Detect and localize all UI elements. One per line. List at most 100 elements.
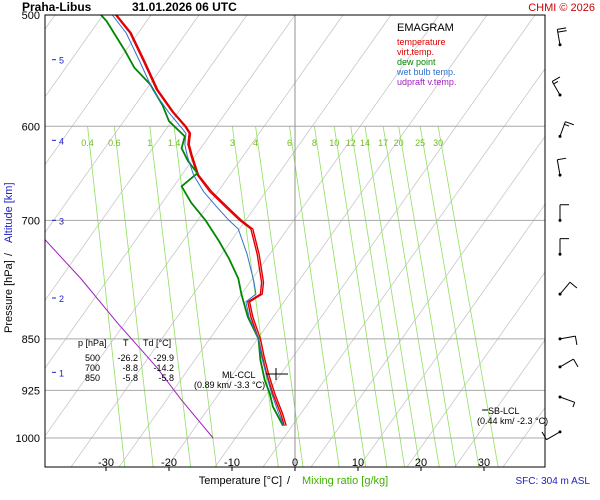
mixing-ratio-line [87, 126, 126, 467]
surface-elevation: SFC: 304 m ASL [516, 476, 591, 487]
altitude-label: 5 [59, 56, 64, 66]
dry-adiabat-line [502, 406, 545, 467]
y-axis-title-pressure: Pressure [hPa] [3, 260, 15, 333]
y-tick-label: 1000 [16, 433, 40, 445]
mixing-ratio-label: 0.6 [108, 138, 121, 148]
table-cell: 700 [85, 363, 100, 373]
dry-adiabat-line [45, 15, 296, 369]
x-tick-label: 10 [352, 457, 364, 469]
legend-item-wet-bulb: wet bulb temp. [396, 67, 456, 77]
wind-barb-flag [564, 123, 570, 127]
mixing-ratio-label: 8 [312, 138, 317, 148]
temperature-line [114, 15, 285, 426]
mixing-ratio-line [149, 126, 192, 467]
wind-barb-staff [559, 358, 574, 368]
mixing-ratio-label: 17 [378, 138, 388, 148]
virtual-temperature-line [116, 15, 287, 426]
dry-adiabat-line [214, 15, 536, 467]
table-cell: -8.8 [122, 363, 138, 373]
mixing-ratio-line [173, 126, 217, 467]
wind-barb-staff [551, 81, 561, 96]
altitude-label: 4 [59, 136, 64, 146]
wind-barb-staff [559, 121, 566, 137]
table-cell: -5.8 [122, 373, 138, 383]
x-axis-title-temp: Temperature [°C] [199, 475, 282, 487]
wind-barb [558, 358, 579, 369]
datetime-title: 31.01.2026 06 UTC [132, 0, 237, 14]
credit-label: CHMI © 2026 [528, 2, 595, 14]
ml-ccl-label: ML-CCL [222, 370, 256, 380]
table-header-td: Td [°C] [143, 338, 171, 348]
mixing-ratio-label: 4 [253, 138, 258, 148]
wind-barb [551, 76, 562, 97]
legend-item-virt-temp: virt.temp. [397, 47, 434, 57]
y-tick-label: 700 [22, 215, 40, 227]
wind-barb [558, 121, 574, 138]
wind-barb-flag [541, 431, 547, 440]
x-tick-label: 0 [292, 457, 298, 469]
mixing-ratio-line [398, 126, 457, 467]
dry-adiabat-line [406, 271, 545, 467]
mixing-ratio-line [437, 126, 499, 467]
mixing-ratio-label: 30 [433, 138, 443, 148]
dry-adiabat-line [262, 67, 545, 467]
dry-adiabat-line [118, 15, 440, 467]
wind-barb-flag [551, 76, 561, 82]
wind-barb-flag [565, 121, 574, 126]
mixing-ratio-label: 25 [415, 138, 425, 148]
mixing-ratio-line [364, 126, 421, 467]
wind-barb [556, 157, 567, 177]
dry-adiabat-line [45, 15, 344, 437]
mixing-ratio-line [289, 126, 340, 467]
wind-barb-staff [559, 281, 571, 295]
x-tick-label: -30 [98, 457, 114, 469]
table-header-t: T [123, 338, 129, 348]
wind-barb-flag [569, 281, 578, 289]
mixing-ratio-label: 20 [394, 138, 404, 148]
series-layer [45, 15, 287, 439]
dry-adiabat-line [551, 15, 600, 467]
dry-adiabat-line [45, 15, 200, 234]
wind-barb [558, 281, 578, 296]
dry-adiabat-line [310, 135, 545, 467]
x-tick-label: -20 [161, 457, 177, 469]
dry-adiabat-line [166, 15, 488, 467]
dry-adiabat-line [70, 15, 392, 467]
mixing-ratio-label: 6 [287, 138, 292, 148]
wind-barb [558, 395, 576, 408]
y-tick-label: 925 [22, 385, 40, 397]
wind-barb-flag [557, 30, 567, 33]
wind-barb-flag [574, 336, 578, 346]
wind-barb-flag [572, 402, 576, 408]
y-axis-title-altitude: Altitude [km] [3, 182, 15, 243]
mixing-ratio-label: 12 [346, 138, 356, 148]
wind-barb-flag [553, 80, 559, 85]
wind-barb-staff [556, 29, 561, 45]
wind-barb-flag [557, 157, 567, 161]
label-layer: 0.4 0.6 1 1.4 3 4 6 8 10 12 14 17 20 25 30500600700850… [16, 10, 579, 471]
table-cell: -5.8 [158, 373, 174, 383]
wind-barb-staff [546, 431, 561, 441]
legend-item-updraft: udpraft v.temp. [397, 77, 456, 87]
dry-adiabat-line [454, 339, 545, 467]
y-axis-title-sep: / [3, 252, 15, 256]
table-cell: 850 [85, 373, 100, 383]
dry-adiabat-line [45, 15, 248, 302]
mixing-ratio-label: 10 [329, 138, 339, 148]
wind-barb [541, 430, 562, 441]
plot-frame [44, 14, 546, 468]
altitude-label: 1 [59, 368, 64, 378]
wind-barb-staff [559, 335, 576, 340]
y-tick-label: 600 [22, 121, 40, 133]
y-tick-label: 500 [22, 10, 40, 22]
mixing-ratio-label: 14 [360, 138, 370, 148]
altitude-label: 2 [59, 294, 64, 304]
wind-barb [556, 27, 567, 47]
x-tick-label: 30 [478, 457, 490, 469]
wind-barb-flag [557, 27, 567, 30]
table-header-p: p [hPa] [78, 338, 107, 348]
values-table: p [hPa] T Td [°C] 500 -26.2 -29.9 700 -8… [78, 338, 174, 383]
table-cell: -26.2 [117, 353, 138, 363]
table-cell: -14.2 [153, 363, 174, 373]
dry-adiabat-line [45, 15, 104, 98]
